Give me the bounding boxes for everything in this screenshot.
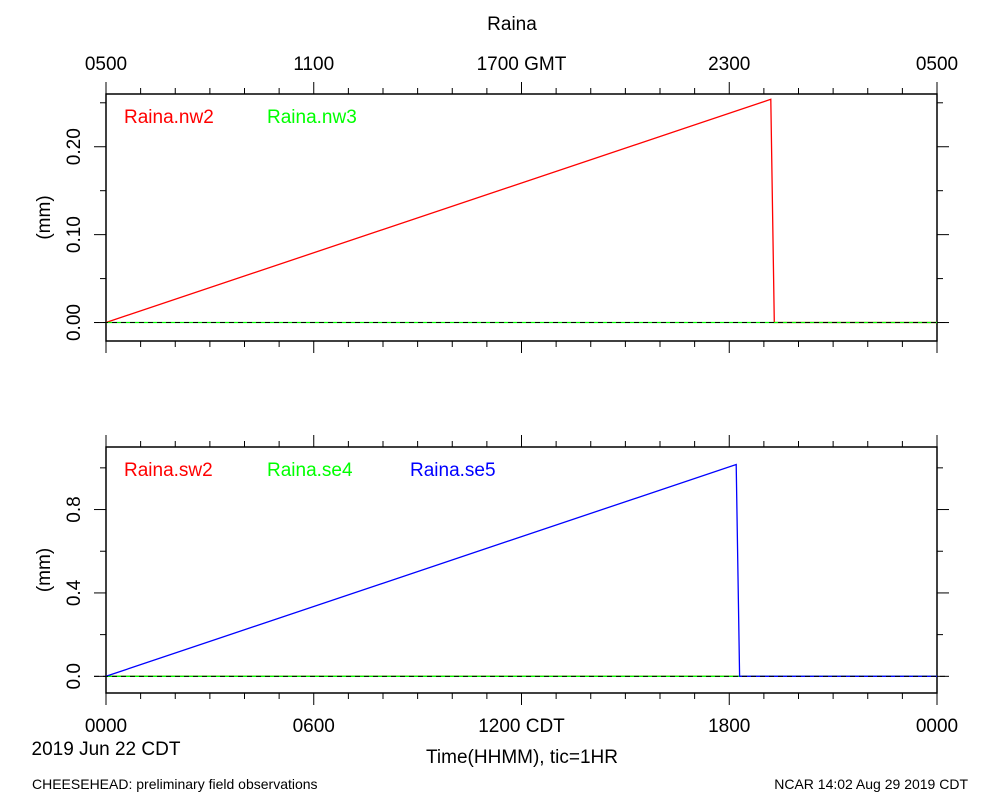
legend-label: Raina.se5 bbox=[410, 460, 496, 481]
bottom-tick-label: 0000 bbox=[85, 716, 127, 737]
top-tick-label: 2300 bbox=[708, 54, 750, 75]
panel-frame-1 bbox=[105, 93, 938, 342]
footer-left: CHEESEHEAD: preliminary field observatio… bbox=[32, 776, 318, 792]
bottom-tick-label: 0600 bbox=[293, 716, 335, 737]
bottom-axis-tick-labels: 0000 0600 1200 CDT 1800 0000 bbox=[85, 716, 958, 737]
x-axis-label: Time(HHMM), tic=1HR bbox=[426, 747, 618, 768]
top-tick-label: 1100 bbox=[293, 54, 334, 75]
y-tick-label: 0.20 bbox=[64, 128, 85, 165]
top-tick-label: 1700 GMT bbox=[477, 54, 567, 75]
y-axis-label: (mm) bbox=[34, 195, 55, 239]
legend-label: Raina.nw2 bbox=[124, 107, 214, 128]
top-tick-label: 0500 bbox=[85, 54, 127, 75]
panel-1: 0.00 0.10 0.20 (mm) Raina.nw2 Raina.nw3 bbox=[34, 82, 949, 353]
series-line-Raina-nw2 bbox=[105, 98, 937, 324]
series-line-Raina-se5 bbox=[105, 463, 937, 677]
bottom-tick-label: 1800 bbox=[708, 716, 750, 737]
date-label: 2019 Jun 22 CDT bbox=[32, 739, 181, 760]
bottom-tick-label: 0000 bbox=[916, 716, 958, 737]
y-tick-label: 0.4 bbox=[64, 579, 85, 606]
panel-2: 0.0 0.4 0.8 (mm) Raina.sw2 Raina.se4 Raina.se5 bbox=[34, 435, 949, 705]
y-tick-label: 0.00 bbox=[64, 304, 85, 341]
legend-label: Raina.nw3 bbox=[267, 107, 357, 128]
y-tick-label: 0.10 bbox=[64, 216, 85, 253]
chart-panels: 0.00 0.10 0.20 (mm) Raina.nw2 Raina.nw3 0.0 0.4… bbox=[34, 82, 949, 705]
chart-title: Raina bbox=[487, 14, 537, 35]
y-axis-label: (mm) bbox=[34, 548, 55, 592]
legend-label: Raina.se4 bbox=[267, 460, 353, 481]
bottom-tick-label: 1200 CDT bbox=[478, 716, 565, 737]
y-tick-label: 0.8 bbox=[64, 496, 85, 522]
footer-right: NCAR 14:02 Aug 29 2019 CDT bbox=[774, 776, 968, 792]
legend-label: Raina.sw2 bbox=[124, 460, 213, 481]
y-tick-label: 0.0 bbox=[64, 663, 85, 689]
top-axis-tick-labels: 0500 1100 1700 GMT 2300 0500 bbox=[85, 54, 958, 75]
panel-frame-2 bbox=[105, 446, 938, 694]
top-tick-label: 0500 bbox=[916, 54, 958, 75]
